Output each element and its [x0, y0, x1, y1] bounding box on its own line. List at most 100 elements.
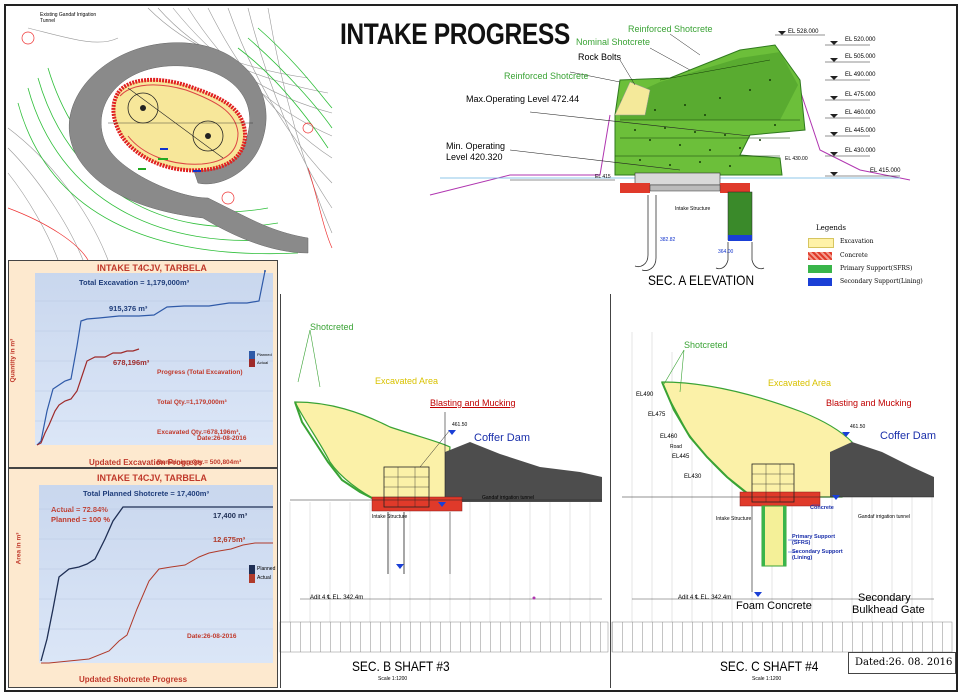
- section-a-caption: SEC. A ELEVATION: [648, 272, 755, 288]
- elev-label-el430-mid: EL 430.00: [785, 156, 808, 162]
- secb-intake: Intake Structure: [372, 514, 408, 520]
- chart1-date: Date:26-08-2016: [197, 435, 247, 442]
- chart2-ylabel: Area in m³: [15, 532, 23, 565]
- el-level: EL 445.000: [845, 128, 876, 134]
- secc-excavated: Excavated Area: [768, 378, 832, 388]
- chart1-legend: Planned Actual: [249, 351, 272, 367]
- secc-foam: Foam Concrete: [736, 600, 812, 612]
- secb-gandaf: Gandaf irrigation tunnel: [482, 495, 534, 501]
- secc-blasting: Blasting and Mucking: [826, 398, 912, 408]
- chart1-progress-line: Remaining Qty.= 500,804m³: [157, 459, 242, 466]
- chart1-progress-line: Total Qty.=1,179,000m³: [157, 399, 227, 406]
- chart1-actual-value: 678,196m³: [113, 358, 150, 367]
- chart1-lines: [35, 270, 273, 446]
- chart2-legend: Planned Actual: [249, 565, 275, 583]
- chart1-legend-planned: Planned: [249, 351, 272, 359]
- elev-label-el415-left: EL 415: [595, 174, 611, 180]
- legend-swatch-secondary: [808, 278, 832, 286]
- secb-shotcreted: Shotcreted: [310, 322, 354, 332]
- chart2-header: INTAKE T4CJV, TARBELA: [97, 473, 207, 483]
- excavation-chart-panel: INTAKE T4CJV, TARBELA Total Excavation =…: [8, 260, 278, 526]
- secc-intake: Intake Structure: [716, 516, 752, 522]
- chart2-planned-value: 17,400 m³: [213, 511, 248, 520]
- secc-el-label: EL445: [672, 454, 690, 460]
- secc-shotcreted: Shotcreted: [684, 340, 728, 350]
- chart2-total: Total Planned Shotcrete = 17,400m³: [83, 489, 209, 498]
- dated-box: Dated:26. 08. 2016: [848, 652, 956, 674]
- plan-existing-tunnel-label: Existing Gandaf Irrigation Tunnel: [40, 12, 97, 24]
- secc-scale-ticks: [612, 622, 952, 652]
- elev-label-max-level: Max.Operating Level 472.44: [466, 94, 580, 104]
- legend: Legends Excavation Concrete Primary Supp…: [808, 224, 948, 294]
- elev-label-rock-bolts: Rock Bolts: [578, 52, 622, 62]
- legend-label: Concrete: [840, 252, 868, 259]
- secc-coffer: Coffer Dam: [880, 430, 937, 442]
- legend-label: Excavation: [840, 238, 874, 245]
- el-level: EL 505.000: [845, 54, 876, 60]
- chart1-footer: Updated Excavation Progress: [89, 458, 203, 467]
- chart2-actual-value: 12,675m³: [213, 535, 246, 544]
- section-c: Shotcreted Excavated Area Blasting and M…: [611, 292, 953, 692]
- chart1-header: INTAKE T4CJV, TARBELA: [97, 263, 207, 273]
- chart2-legend-planned: Planned: [249, 565, 275, 574]
- chart1-planned-value: 915,376 m³: [109, 304, 148, 313]
- legend-label: Secondary Support(Lining): [840, 278, 923, 285]
- chart2-date: Date:26-08-2016: [187, 633, 237, 640]
- el-level: EL 460.000: [845, 110, 876, 116]
- section-a-drawing: [429, 31, 911, 271]
- secb-scale-ticks: [280, 622, 608, 652]
- elev-label-el528: EL 528.000: [788, 29, 819, 35]
- plan-view-drawing: [7, 7, 333, 261]
- elev-label-min-level-1: Min. Operating: [446, 141, 506, 151]
- chart2-footer: Updated Shotcrete Progress: [79, 675, 188, 684]
- page-title: INTAKE PROGRESS: [340, 18, 570, 51]
- secb-adit: Adit 4 ℄ EL. 342.4m: [310, 595, 364, 601]
- secb-scale: Scale 1:1200: [378, 676, 408, 682]
- secc-scale: Scale 1:1200: [752, 676, 782, 682]
- dated-label: Dated:26. 08. 2016: [855, 657, 953, 668]
- chart1-progress-line: Progress (Total Excavation): [157, 369, 243, 376]
- legend-swatch-concrete: [808, 252, 832, 260]
- secc-el-label: EL430: [684, 474, 702, 480]
- chart1-progress-line: Excavated Qty.=678,196m³,: [157, 429, 241, 436]
- chart1-total: Total Excavation = 1,179,000m³: [79, 278, 190, 287]
- secc-bulkhead-2: Bulkhead Gate: [852, 604, 925, 616]
- secb-caption: SEC. B SHAFT #3: [352, 658, 450, 674]
- chart1-legend-actual: Actual: [249, 359, 272, 367]
- elev-label-nominal: Nominal Shotcrete: [576, 37, 651, 47]
- secb-coffer-el: 461.50: [452, 422, 468, 428]
- chart2-actual-pct: Actual = 72.84%: [51, 505, 108, 514]
- el-level: EL 430.000: [845, 148, 876, 154]
- chart1-ylabel: Quantity in m³: [9, 338, 17, 383]
- secb-blasting: Blasting and Mucking: [430, 398, 516, 408]
- elev-label-min-level-2: Level 420.320: [446, 152, 503, 162]
- secc-el-label: EL490: [636, 392, 654, 398]
- shotcrete-chart-panel: INTAKE T4CJV, TARBELA Total Planned Shot…: [8, 468, 278, 688]
- legend-label: Primary Support(SFRS): [840, 265, 913, 272]
- elev-label-reinforced-left: Reinforced Shotcrete: [504, 71, 589, 81]
- elev-label-reinforced-top: Reinforced Shotcrete: [628, 24, 713, 34]
- section-a-elevation: Reinforced Shotcrete Nominal Shotcrete R…: [420, 20, 950, 290]
- secc-el-label: EL475: [648, 412, 666, 418]
- secc-caption: SEC. C SHAFT #4: [720, 658, 819, 674]
- chart2-legend-actual: Actual: [249, 574, 275, 583]
- el-level: EL 520.000: [845, 37, 876, 43]
- secc-adit: Adit 4 ℄ EL. 342.4m: [678, 595, 732, 601]
- legend-swatch-primary: [808, 265, 832, 273]
- drawing-frame: [4, 4, 958, 692]
- secc-el-label: EL460: [660, 434, 678, 440]
- secc-secondary: Secondary Support (Lining): [792, 549, 843, 561]
- secb-excavated: Excavated Area: [375, 376, 439, 386]
- secc-coffer-el: 461.50: [850, 424, 866, 430]
- secc-road: Road: [670, 444, 682, 450]
- el-level: EL 415.000: [870, 168, 901, 174]
- chart2-planned-pct: Planned = 100 %: [51, 515, 110, 524]
- secc-concrete: Concrete: [810, 505, 834, 511]
- divider-b: [280, 294, 281, 688]
- secc-gandaf: Gandaf irrigation tunnel: [858, 514, 910, 520]
- chart2-lines: [39, 506, 273, 664]
- el-level: EL 475.000: [845, 92, 876, 98]
- el-level: EL 490.000: [845, 72, 876, 78]
- chart2-plot-area: [39, 485, 273, 663]
- divider-c: [610, 294, 611, 688]
